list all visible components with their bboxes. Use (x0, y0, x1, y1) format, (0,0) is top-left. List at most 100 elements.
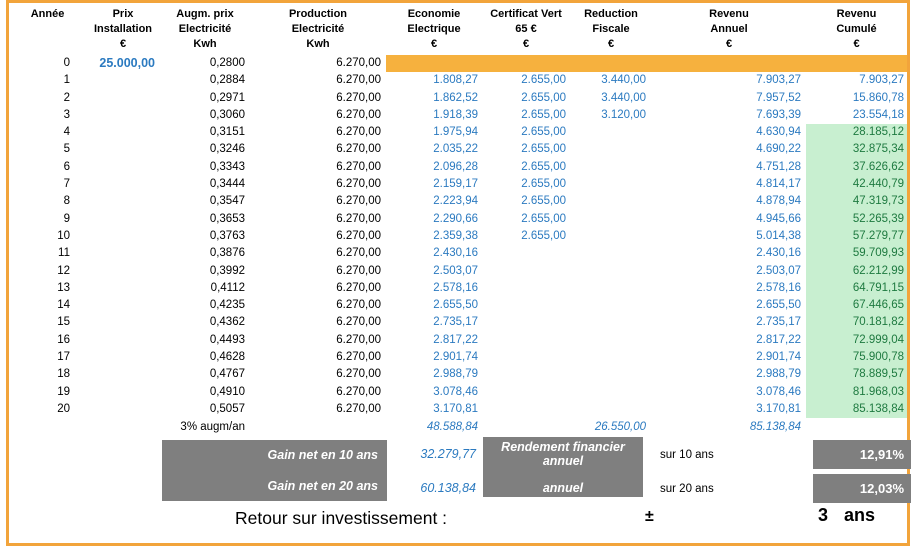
cell-revenu_cumule-year-9[interactable]: 52.265,39 (806, 210, 907, 228)
cell-certificat-year-20[interactable] (482, 401, 570, 418)
column-header-prix[interactable]: Prix Installation € (86, 3, 160, 55)
cell-certificat-year-16[interactable] (482, 332, 570, 349)
cell-revenu_annuel-year-7[interactable]: 4.814,17 (756, 178, 801, 191)
cell-certificat-year-4[interactable]: 2.655,00 (521, 126, 566, 139)
cell-revenu_annuel-year-1[interactable]: 7.903,27 (756, 74, 801, 87)
cell-revenu_annuel-year-0[interactable] (652, 55, 806, 73)
cell-revenu_annuel-year-13[interactable]: 2.578,16 (756, 281, 801, 294)
cell-reduction-year-20[interactable] (570, 401, 652, 418)
cell-reduction-year-18[interactable] (570, 366, 652, 383)
cell-production-year-14[interactable]: 6.270,00 (336, 299, 381, 312)
cell-revenu_cumule-year-14[interactable]: 67.446,65 (806, 297, 907, 315)
cell-revenu_annuel-year-20[interactable]: 3.170,81 (756, 402, 801, 415)
cell-revenu_cumule-year-13[interactable]: 64.791,15 (806, 279, 907, 298)
column-header-revenu_cumule[interactable]: Revenu Cumulé € (806, 3, 907, 55)
cell-production-year-19[interactable]: 6.270,00 (336, 385, 381, 398)
gain-net-10-value[interactable]: 32.279,77 (420, 447, 476, 461)
cell-annee-year-11[interactable]: 11 (58, 247, 70, 260)
cell-economie-year-1[interactable]: 1.808,27 (433, 74, 478, 87)
cell-economie-year-0[interactable] (386, 55, 482, 73)
cell-production-year-10[interactable]: 6.270,00 (336, 229, 381, 242)
gain-net-20-value[interactable]: 60.138,84 (420, 481, 476, 495)
cell-prix-year-17[interactable] (86, 349, 160, 366)
cell-prix-year-18[interactable] (86, 366, 160, 383)
cell-certificat-year-9[interactable]: 2.655,00 (521, 212, 566, 225)
cell-economie-year-4[interactable]: 1.975,94 (433, 126, 478, 139)
cell-annee-year-6[interactable]: 6 (63, 160, 70, 173)
cell-annee-year-13[interactable]: 13 (57, 281, 70, 294)
cell-production-year-6[interactable]: 6.270,00 (336, 160, 381, 173)
cell-production-year-16[interactable]: 6.270,00 (336, 333, 381, 346)
cell-revenu_annuel-year-3[interactable]: 7.693,39 (756, 108, 801, 121)
column-header-certificat[interactable]: Certificat Vert 65 € € (482, 3, 570, 55)
cell-annee-year-20[interactable]: 20 (57, 402, 70, 415)
cell-augm-year-8[interactable]: 0,3547 (209, 195, 245, 208)
footer-cell-revenu_annuel[interactable]: 85.138,84 (749, 421, 801, 434)
cell-economie-year-2[interactable]: 1.862,52 (433, 91, 478, 104)
cell-economie-year-5[interactable]: 2.035,22 (433, 143, 478, 156)
footer-cell-production[interactable] (250, 418, 386, 436)
cell-certificat-year-7[interactable]: 2.655,00 (521, 178, 566, 191)
cell-annee-year-8[interactable]: 8 (63, 195, 70, 208)
gain-net-box[interactable]: Gain net en 10 ans Gain net en 20 ans (162, 440, 387, 501)
cell-annee-year-0[interactable]: 0 (63, 57, 70, 69)
cell-prix-year-11[interactable] (86, 245, 160, 262)
cell-prix-year-20[interactable] (86, 401, 160, 418)
cell-certificat-year-8[interactable]: 2.655,00 (521, 195, 566, 208)
cell-economie-year-12[interactable]: 2.503,07 (433, 264, 478, 277)
footer-cell-revenu_cumule[interactable] (806, 418, 907, 436)
cell-certificat-year-1[interactable]: 2.655,00 (521, 74, 566, 87)
cell-prix-year-1[interactable] (86, 72, 160, 89)
cell-augm-year-15[interactable]: 0,4362 (209, 316, 245, 329)
cell-revenu_annuel-year-10[interactable]: 5.014,38 (756, 229, 801, 242)
cell-revenu_cumule-year-11[interactable]: 59.709,93 (806, 245, 907, 263)
cell-reduction-year-19[interactable] (570, 384, 652, 401)
footer-cell-certificat[interactable] (482, 418, 570, 436)
cell-economie-year-6[interactable]: 2.096,28 (433, 160, 478, 173)
cell-augm-year-7[interactable]: 0,3444 (209, 178, 245, 191)
cell-augm-year-1[interactable]: 0,2884 (209, 74, 245, 87)
column-header-reduction[interactable]: Reduction Fiscale € (570, 3, 652, 55)
cell-certificat-year-3[interactable]: 2.655,00 (521, 108, 566, 121)
cell-prix-year-12[interactable] (86, 263, 160, 280)
footer-cell-annee[interactable] (9, 418, 86, 436)
cell-certificat-year-0[interactable] (482, 55, 570, 73)
cell-annee-year-19[interactable]: 19 (57, 385, 70, 398)
cell-economie-year-10[interactable]: 2.359,38 (433, 229, 478, 242)
footer-cell-prix[interactable] (86, 418, 160, 436)
cell-revenu_cumule-year-2[interactable]: 15.860,78 (852, 91, 904, 104)
cell-prix-year-2[interactable] (86, 90, 160, 107)
rendement-box[interactable]: Rendement financier annuel annuel (483, 437, 643, 497)
cell-augm-year-20[interactable]: 0,5057 (209, 402, 245, 415)
cell-prix-year-8[interactable] (86, 193, 160, 210)
cell-reduction-year-15[interactable] (570, 314, 652, 331)
cell-annee-year-10[interactable]: 10 (57, 229, 70, 242)
cell-prix-year-10[interactable] (86, 228, 160, 245)
cell-economie-year-20[interactable]: 3.170,81 (433, 402, 478, 415)
cell-augm-year-6[interactable]: 0,3343 (209, 160, 245, 173)
cell-reduction-year-13[interactable] (570, 280, 652, 297)
cell-economie-year-19[interactable]: 3.078,46 (433, 385, 478, 398)
cell-revenu_cumule-year-18[interactable]: 78.889,57 (806, 366, 907, 384)
cell-annee-year-12[interactable]: 12 (57, 264, 70, 277)
cell-annee-year-1[interactable]: 1 (63, 74, 70, 87)
cell-revenu_annuel-year-5[interactable]: 4.690,22 (756, 143, 801, 156)
cell-production-year-8[interactable]: 6.270,00 (336, 195, 381, 208)
cell-economie-year-3[interactable]: 1.918,39 (433, 108, 478, 121)
cell-certificat-year-14[interactable] (482, 297, 570, 314)
cell-reduction-year-14[interactable] (570, 297, 652, 314)
cell-production-year-13[interactable]: 6.270,00 (336, 281, 381, 294)
cell-revenu_annuel-year-19[interactable]: 3.078,46 (756, 385, 801, 398)
cell-revenu_cumule-year-15[interactable]: 70.181,82 (806, 314, 907, 332)
cell-revenu_annuel-year-14[interactable]: 2.655,50 (756, 299, 801, 312)
column-header-production[interactable]: Production Electricité Kwh (250, 3, 386, 55)
cell-augm-year-14[interactable]: 0,4235 (209, 299, 245, 312)
footer-cell-reduction[interactable]: 26.550,00 (594, 421, 646, 434)
cell-certificat-year-2[interactable]: 2.655,00 (521, 91, 566, 104)
cell-revenu_annuel-year-17[interactable]: 2.901,74 (756, 351, 801, 364)
cell-production-year-2[interactable]: 6.270,00 (336, 91, 381, 104)
cell-revenu_cumule-year-1[interactable]: 7.903,27 (859, 74, 904, 87)
cell-reduction-year-0[interactable] (570, 55, 652, 73)
cell-economie-year-9[interactable]: 2.290,66 (433, 212, 478, 225)
cell-prix-year-0[interactable]: 25.000,00 (99, 56, 155, 70)
